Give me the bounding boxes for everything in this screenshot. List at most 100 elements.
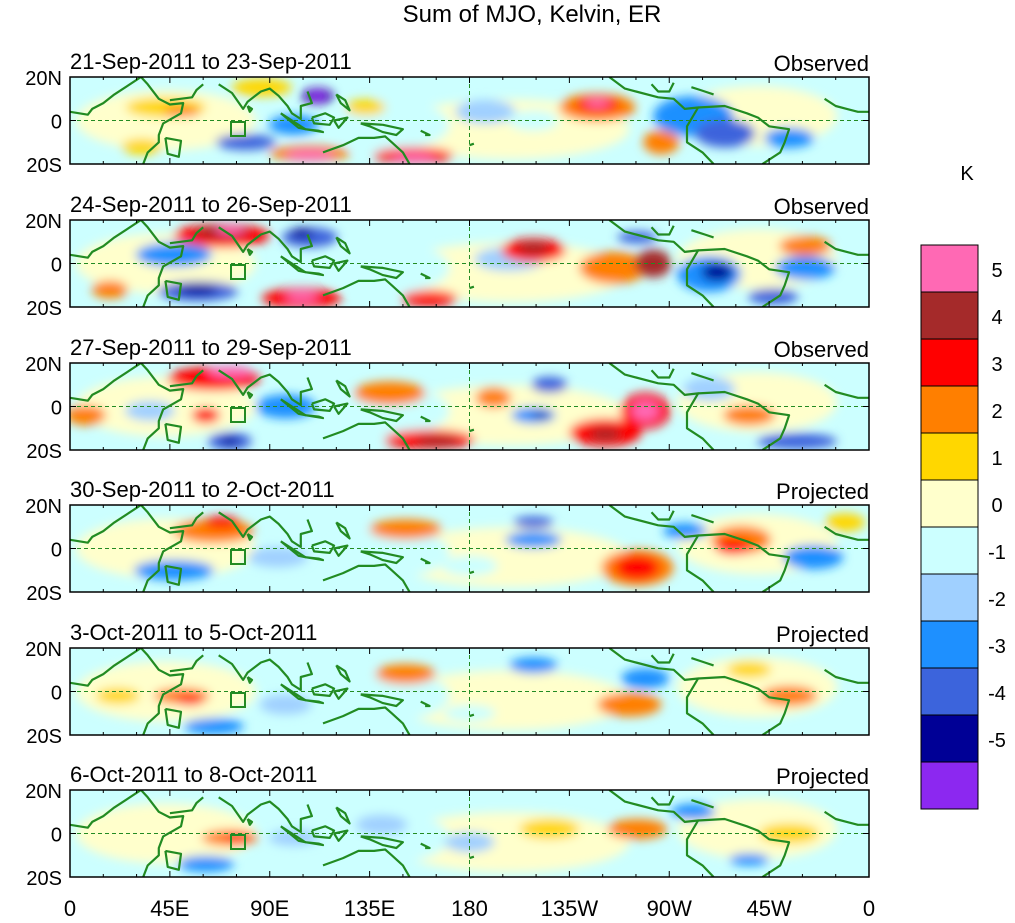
anomaly-blob bbox=[91, 280, 128, 299]
coastline bbox=[469, 142, 475, 147]
coastline bbox=[420, 129, 431, 137]
coastline bbox=[218, 796, 313, 834]
panel-date-range: 27-Sep-2011 to 29-Sep-2011 bbox=[70, 335, 352, 360]
colorbar-swatch bbox=[920, 244, 979, 293]
panel-date-range: 3-Oct-2011 to 5-Oct-2011 bbox=[70, 620, 317, 645]
anomaly-blob bbox=[219, 437, 240, 446]
coastline bbox=[322, 135, 411, 164]
anomaly-blob bbox=[70, 405, 106, 426]
anomaly-blob bbox=[177, 855, 234, 872]
anomaly-blob bbox=[247, 547, 308, 568]
anomaly-blob bbox=[455, 99, 516, 124]
coastline bbox=[333, 259, 349, 272]
anomaly-blob bbox=[509, 657, 558, 674]
anomaly-blob bbox=[783, 545, 844, 570]
anomaly-blob bbox=[121, 138, 162, 155]
figure-title: Sum of MJO, Kelvin, ER bbox=[403, 1, 662, 28]
coastline bbox=[420, 842, 431, 850]
anomaly-blob bbox=[215, 134, 276, 151]
coastline bbox=[360, 408, 404, 423]
coastline bbox=[650, 510, 675, 521]
coastline bbox=[420, 272, 431, 280]
coastline bbox=[169, 369, 204, 388]
coastline bbox=[335, 236, 351, 255]
anomaly-blob bbox=[759, 823, 820, 844]
coastline bbox=[608, 505, 715, 592]
coastline bbox=[335, 379, 351, 398]
coastline bbox=[164, 849, 183, 871]
coastline bbox=[218, 83, 313, 121]
anomaly-blob bbox=[375, 664, 436, 685]
anomaly-blob bbox=[183, 718, 244, 735]
coastline bbox=[70, 505, 142, 544]
coastline bbox=[335, 93, 351, 112]
anomaly-blob bbox=[775, 255, 836, 280]
coastline bbox=[691, 229, 714, 239]
anomaly-blob bbox=[177, 284, 218, 295]
panel-status: Observed bbox=[774, 51, 869, 76]
reference-box bbox=[230, 692, 246, 708]
coastline bbox=[310, 683, 336, 697]
reference-box bbox=[230, 834, 246, 850]
coastline bbox=[246, 391, 254, 399]
coastline bbox=[218, 369, 313, 407]
coastline bbox=[305, 414, 325, 420]
anomaly-blob bbox=[345, 99, 386, 116]
colorbar-swatch bbox=[920, 479, 979, 528]
anomaly-blob bbox=[231, 78, 292, 97]
coastline bbox=[824, 668, 869, 684]
anomaly-blob bbox=[579, 251, 648, 284]
coastline bbox=[322, 848, 411, 877]
anomaly-blob bbox=[643, 130, 680, 155]
coastline bbox=[650, 653, 675, 664]
y-tick-label: 0 bbox=[51, 825, 62, 847]
anomaly-blob bbox=[615, 555, 660, 580]
coastline bbox=[70, 220, 142, 259]
anomaly-blob bbox=[607, 819, 668, 840]
coastline bbox=[218, 511, 313, 549]
anomaly-blob bbox=[95, 687, 140, 704]
anomaly-blob bbox=[517, 241, 550, 254]
anomaly-blob bbox=[513, 516, 554, 529]
coastline bbox=[164, 279, 183, 301]
map-panel: 20N 0 20S 21-Sep-2011 to 23-Sep-2011 Observe… bbox=[25, 49, 870, 177]
colorbar-swatch bbox=[920, 714, 979, 763]
panel-date-range: 21-Sep-2011 to 23-Sep-2011 bbox=[70, 49, 352, 74]
panel-status: Observed bbox=[774, 337, 869, 362]
coastline bbox=[140, 648, 185, 735]
panels: 20N 0 20S 21-Sep-2011 to 23-Sep-2011 Observe… bbox=[25, 49, 870, 890]
anomaly-blob bbox=[701, 263, 734, 282]
map-panel: 20N 0 20S 27-Sep-2011 to 29-Sep-2011 Observe… bbox=[25, 335, 870, 463]
x-tick-label: 90W bbox=[647, 896, 692, 921]
coastline bbox=[310, 112, 336, 126]
colorbar-tick-label: -1 bbox=[988, 542, 1006, 564]
coastline bbox=[333, 687, 349, 700]
y-tick-label: 20N bbox=[25, 211, 62, 233]
y-tick-label: 20S bbox=[26, 868, 62, 890]
coastline bbox=[691, 799, 714, 809]
coastline bbox=[218, 654, 313, 692]
coastline bbox=[335, 806, 351, 825]
anomaly-blob bbox=[355, 814, 408, 835]
y-tick-label: 20S bbox=[26, 298, 62, 320]
colorbar-tick-label: 2 bbox=[991, 401, 1002, 423]
colorbar-swatch bbox=[920, 620, 979, 669]
y-tick-label: 20S bbox=[26, 726, 62, 748]
anomaly-blob bbox=[723, 405, 776, 426]
coastline bbox=[246, 533, 254, 541]
coastline bbox=[70, 790, 142, 829]
coastline bbox=[310, 540, 336, 554]
anomaly-blob bbox=[135, 242, 212, 267]
anomaly-blob bbox=[729, 853, 770, 866]
anomaly-blob bbox=[203, 516, 240, 529]
coastline bbox=[608, 220, 715, 307]
anomaly-blob bbox=[369, 519, 442, 540]
anomaly-blob bbox=[757, 433, 838, 450]
coastline bbox=[698, 104, 791, 164]
y-tick-label: 20N bbox=[25, 354, 62, 376]
panel-status: Observed bbox=[774, 194, 869, 219]
coastline bbox=[360, 122, 404, 137]
panel-date-range: 24-Sep-2011 to 26-Sep-2011 bbox=[70, 192, 352, 217]
colorbar-swatch bbox=[920, 761, 979, 810]
coastline bbox=[608, 648, 715, 735]
